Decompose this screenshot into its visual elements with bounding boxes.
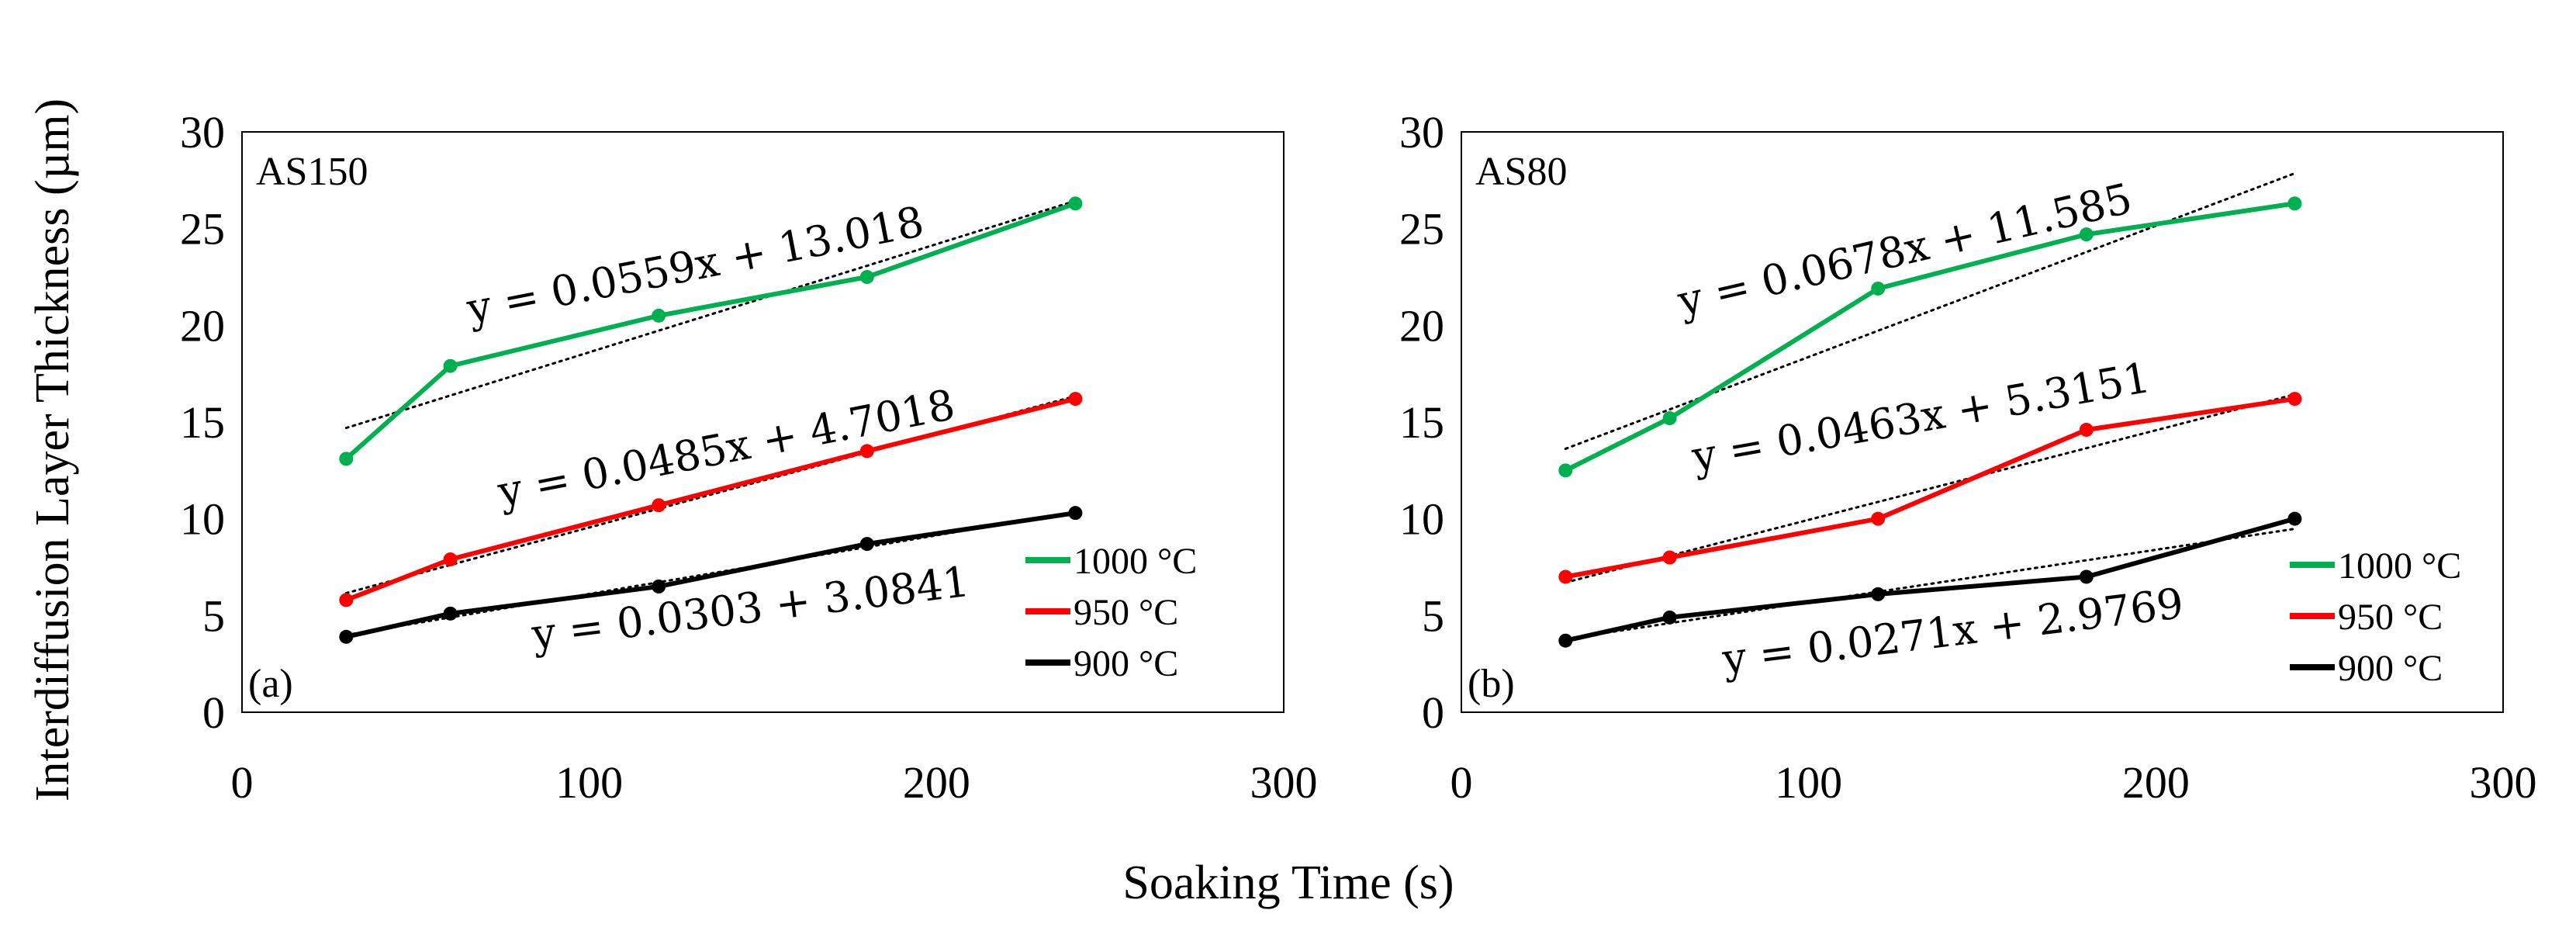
y-tick-label: 25 — [1399, 204, 1444, 254]
trendline-equation: y = 0.0463x + 5.3151 — [1688, 353, 2154, 482]
data-point — [1662, 550, 1677, 565]
panel-title: AS150 — [256, 150, 368, 194]
trendline-0 — [344, 199, 1077, 430]
trendline-equation: y = 0.0271x + 2.9769 — [1719, 579, 2186, 684]
data-point — [1068, 506, 1083, 521]
data-point — [2287, 196, 2302, 211]
data-point — [339, 629, 354, 644]
data-point — [339, 593, 354, 607]
y-tick-label: 30 — [180, 107, 225, 157]
trendline-equation: y = 0.0559x + 13.018 — [462, 197, 928, 334]
y-axis-label: Interdiffusion Layer Thickness (µm) — [26, 99, 79, 801]
data-point — [1662, 610, 1677, 625]
panel-letter: (a) — [248, 662, 293, 706]
plot-frame — [1461, 131, 2504, 713]
x-tick-label: 0 — [1451, 757, 1473, 808]
x-tick-label: 300 — [1250, 757, 1318, 808]
trendline-equation: y = 0.0678x + 11.585 — [1672, 174, 2136, 326]
trendline-1 — [1564, 393, 2296, 584]
panel-letter: (b) — [1468, 662, 1515, 706]
data-point — [1871, 587, 1886, 601]
trendline-equation: y = 0.0303 + 3.0841 — [528, 557, 972, 659]
x-tick-label: 100 — [1775, 757, 1842, 808]
data-point — [2287, 392, 2302, 407]
y-tick-label: 5 — [202, 590, 225, 641]
legend-label: 950 °C — [2338, 597, 2443, 638]
data-point — [859, 270, 874, 284]
y-tick-label: 5 — [1422, 590, 1444, 641]
y-tick-label: 20 — [1399, 300, 1444, 351]
legend-label: 950 °C — [1074, 592, 1178, 633]
data-point — [1871, 511, 1886, 526]
x-tick-label: 200 — [2122, 757, 2190, 808]
trendline-equation: y = 0.0485x + 4.7018 — [493, 380, 959, 517]
data-point — [1662, 411, 1677, 426]
y-tick-label: 15 — [180, 397, 225, 448]
x-tick-label: 100 — [555, 757, 623, 808]
data-point — [652, 308, 666, 323]
data-point — [2287, 511, 2302, 526]
y-tick-label: 0 — [1422, 687, 1444, 738]
x-tick-label: 200 — [903, 757, 970, 808]
y-tick-label: 25 — [180, 204, 225, 254]
data-point — [2079, 569, 2094, 584]
data-point — [1068, 196, 1083, 211]
data-point — [859, 537, 874, 552]
x-tick-label: 300 — [2470, 757, 2537, 808]
y-tick-label: 20 — [180, 300, 225, 351]
legend-label: 1000 °C — [1074, 541, 1197, 582]
y-tick-label: 0 — [202, 687, 225, 738]
y-tick-label: 10 — [180, 494, 225, 545]
trendline-2 — [1564, 528, 2296, 641]
data-point — [1871, 281, 1886, 296]
data-point — [652, 579, 666, 594]
data-point — [652, 498, 666, 513]
legend-label: 1000 °C — [2338, 545, 2461, 587]
data-point — [859, 444, 874, 459]
y-tick-label: 10 — [1399, 494, 1444, 545]
data-point — [443, 552, 458, 567]
legend-label: 900 °C — [2338, 648, 2443, 689]
data-point — [2079, 422, 2094, 437]
legend-label: 900 °C — [1074, 643, 1178, 684]
y-tick-label: 30 — [1399, 107, 1444, 157]
data-point — [443, 358, 458, 373]
data-point — [1558, 463, 1573, 478]
panel-title: AS80 — [1475, 150, 1567, 194]
x-tick-label: 0 — [231, 757, 254, 808]
data-point — [339, 452, 354, 466]
y-tick-label: 15 — [1399, 397, 1444, 448]
data-point — [2079, 227, 2094, 242]
data-point — [1068, 392, 1083, 407]
data-point — [443, 606, 458, 621]
data-point — [1558, 633, 1573, 648]
x-axis-label: Soaking Time (s) — [1122, 857, 1454, 909]
plot-frame — [241, 131, 1285, 713]
data-point — [1558, 569, 1573, 584]
